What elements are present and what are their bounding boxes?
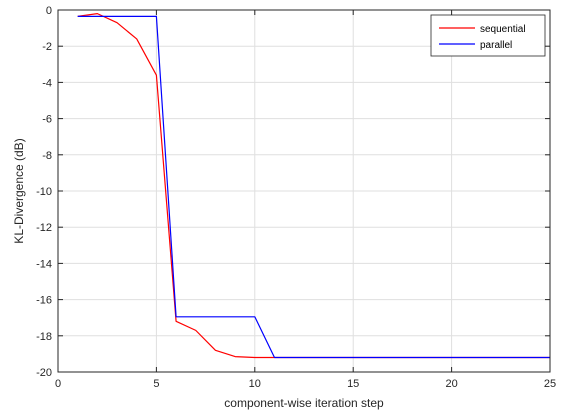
y-tick-label: -10 xyxy=(36,186,52,198)
legend: sequential parallel xyxy=(430,14,546,57)
x-tick-label: 0 xyxy=(55,378,61,390)
series-lines xyxy=(77,13,550,359)
y-tick-label: -18 xyxy=(36,331,52,343)
legend-box xyxy=(430,14,546,57)
x-tick-label: 5 xyxy=(153,378,159,390)
y-tick-label: -14 xyxy=(36,258,52,270)
x-axis-label: component-wise iteration step xyxy=(224,396,384,410)
y-tick-label: -4 xyxy=(42,77,52,89)
y-tick-label: -8 xyxy=(42,150,52,162)
axis-ticks xyxy=(57,9,551,373)
series-line-parallel xyxy=(77,15,550,359)
x-tick-label: 25 xyxy=(544,378,556,390)
legend-label-sequential: sequential xyxy=(480,24,526,35)
y-tick-label: -16 xyxy=(36,295,52,307)
tick-labels: 0 5 10 15 20 25 0 -2 -4 -6 -8 -10 -12 -14 -16 -18 -20 xyxy=(36,5,556,390)
y-tick-label: -6 xyxy=(42,114,52,126)
x-tick-label: 10 xyxy=(249,378,261,390)
x-tick-label: 15 xyxy=(347,378,359,390)
y-axis-label: KL-Divergence (dB) xyxy=(12,138,26,243)
grid-lines xyxy=(58,10,550,372)
y-tick-label: -2 xyxy=(42,41,52,53)
legend-label-parallel: parallel xyxy=(480,40,512,51)
y-tick-label: 0 xyxy=(46,5,52,17)
y-tick-label: -20 xyxy=(36,367,52,379)
y-tick-label: -12 xyxy=(36,222,52,234)
x-tick-label: 20 xyxy=(445,378,457,390)
